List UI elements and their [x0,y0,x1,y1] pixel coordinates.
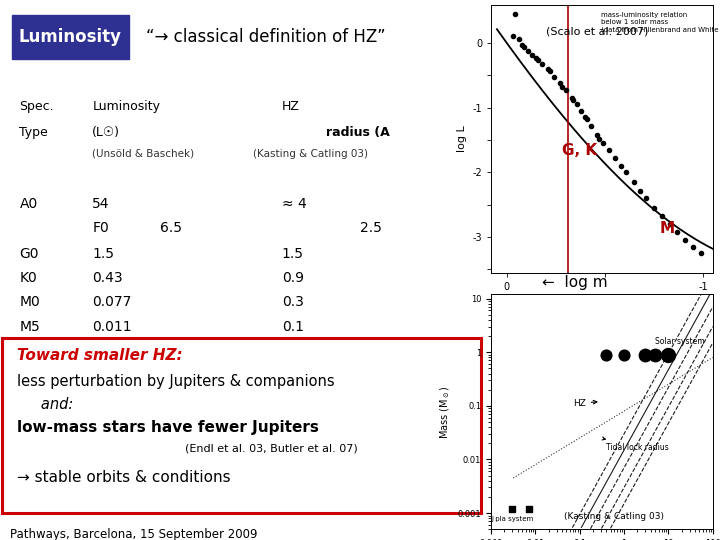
Text: radius (A: radius (A [325,126,390,139]
Point [664,220,675,228]
Text: ←  log m: ← log m [542,275,608,289]
Text: 6.5: 6.5 [161,221,182,235]
Point [591,131,603,139]
Point [567,96,579,104]
Text: → stable orbits & conditions: → stable orbits & conditions [17,470,230,485]
Point [523,504,534,513]
Point [629,178,640,186]
Text: (Endl et al. 03, Butler et al. 07): (Endl et al. 03, Butler et al. 07) [185,444,357,454]
Text: and:: and: [27,397,73,413]
Point [662,350,674,359]
Point [634,186,646,195]
Point [656,212,667,221]
Text: J pla system: J pla system [491,516,534,522]
Text: 1.5: 1.5 [282,247,304,261]
Text: ≈ 4: ≈ 4 [282,197,307,211]
Text: 0.011: 0.011 [92,320,132,334]
Text: 2.5: 2.5 [360,221,382,235]
Text: HZ: HZ [282,100,300,113]
Text: 0.1: 0.1 [282,320,304,334]
Text: F0: F0 [92,221,109,235]
Text: HZ: HZ [573,399,597,408]
Point [536,59,548,68]
Text: Toward smaller HZ:: Toward smaller HZ: [17,348,183,363]
Point [621,168,632,177]
Text: less perturbation by Jupiters & companions: less perturbation by Jupiters & companio… [17,374,335,389]
Point [513,35,524,43]
Point [531,53,542,62]
Point [523,46,534,55]
FancyBboxPatch shape [2,338,481,513]
Text: Solar system: Solar system [655,337,705,346]
Point [585,122,597,130]
Point [526,50,538,59]
Point [518,43,530,51]
Text: (Unsöld & Baschek): (Unsöld & Baschek) [92,148,194,159]
Point [640,194,652,202]
Text: M0: M0 [19,295,40,309]
Point [593,134,605,143]
Text: 54: 54 [92,197,110,211]
Text: M5: M5 [19,320,40,334]
Point [572,100,583,109]
Text: 0.077: 0.077 [92,295,132,309]
Text: K0: K0 [19,271,37,285]
Point [542,64,554,73]
Text: 1.5: 1.5 [92,247,114,261]
Point [600,350,612,359]
Text: 0.9: 0.9 [282,271,304,285]
Point [517,40,528,49]
Point [580,113,591,122]
Point [575,106,587,115]
Point [618,350,630,359]
Text: 0.43: 0.43 [92,271,123,285]
FancyBboxPatch shape [12,15,129,59]
Text: G, K: G, K [562,143,597,158]
Point [615,161,626,170]
Point [582,115,593,124]
Text: low-mass stars have fewer Jupiters: low-mass stars have fewer Jupiters [17,420,319,435]
Text: (Scalo et al. 2007): (Scalo et al. 2007) [546,27,649,37]
Point [696,249,707,258]
Point [639,350,651,359]
Text: (L☉): (L☉) [92,126,120,139]
Text: (Kasting & Catling 03): (Kasting & Catling 03) [253,148,368,159]
Text: (Kasting & Catling 03): (Kasting & Catling 03) [564,512,664,521]
Point [507,32,518,41]
Text: Pathways, Barcelona, 15 September 2009: Pathways, Barcelona, 15 September 2009 [10,528,257,540]
Point [688,242,699,251]
Y-axis label: log L: log L [456,126,467,152]
Point [509,10,521,19]
Text: Type: Type [19,126,48,139]
Point [544,67,556,76]
Point [672,227,683,236]
Text: M: M [660,221,675,236]
Text: Luminosity: Luminosity [92,100,161,113]
Point [554,79,565,87]
Point [560,85,572,94]
Point [566,93,577,102]
Y-axis label: Mass (M$_\odot$): Mass (M$_\odot$) [438,385,452,438]
Point [603,145,615,154]
Point [648,204,660,212]
Text: Spec.: Spec. [19,100,54,113]
Text: A0: A0 [19,197,37,211]
Point [597,139,608,147]
Point [556,83,567,91]
Text: 0.3: 0.3 [282,295,304,309]
Text: Tidal lock radius: Tidal lock radius [602,437,669,452]
Text: G0: G0 [19,247,39,261]
Text: Luminosity: Luminosity [19,28,122,46]
Point [649,350,661,359]
Text: mass-luminosity relation
below 1 solar mass
(data from Hillenbrand and White 200: mass-luminosity relation below 1 solar m… [601,12,720,33]
Point [680,236,691,245]
Text: “→ classical definition of HZ”: “→ classical definition of HZ” [145,28,385,46]
Point [532,56,544,64]
Point [506,504,518,513]
Point [609,154,621,163]
Point [548,72,559,81]
